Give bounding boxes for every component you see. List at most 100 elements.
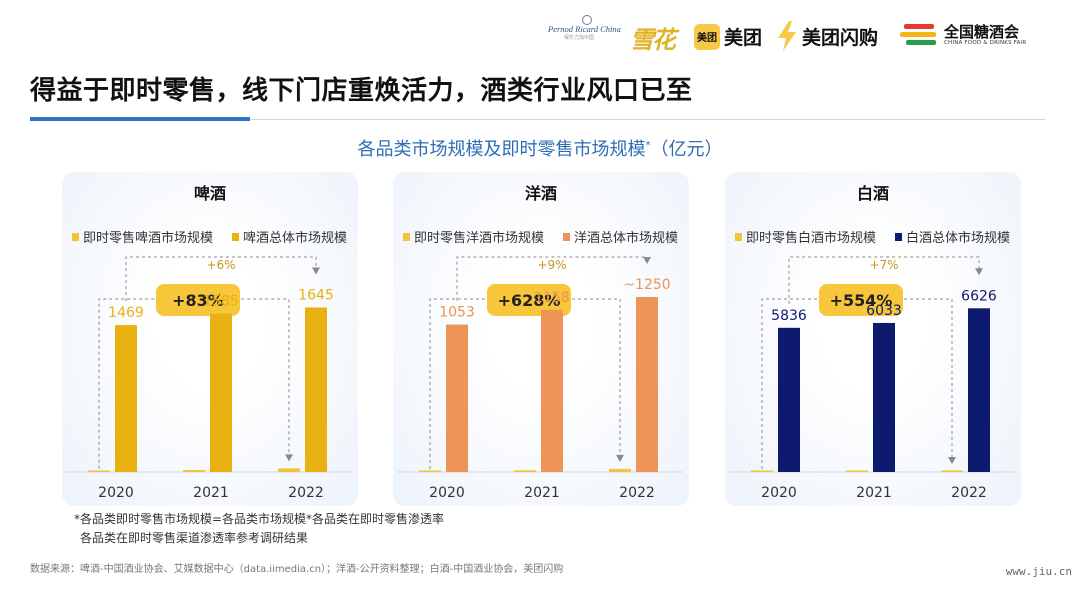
bar-total-2021 — [541, 309, 563, 472]
meituan-shangou-logo: 美团闪购 — [776, 21, 878, 51]
pernod-ricard-logo: Pernod Ricard China 保乐力加中国 — [548, 15, 626, 41]
subtitle-unit: （亿元） — [650, 139, 723, 160]
xuehua-logo: 雪花 — [630, 25, 676, 54]
meituan-logo-text: 美团 — [724, 27, 763, 49]
title-divider — [30, 119, 1045, 120]
bar-instant-2020 — [419, 470, 441, 472]
tangjiu-fair-logo: 全国糖酒会 CHINA FOOD & DRINKS FAIR — [900, 22, 1026, 48]
growth-total-label: +7% — [869, 258, 898, 272]
growth-badge-instant — [819, 284, 903, 316]
bar-total-2020 — [446, 324, 468, 472]
bar-value-label-2021: 1158 — [534, 290, 570, 306]
footnote-penetration: 各品类在即时零售渠道渗透率参考调研结果 — [80, 531, 309, 545]
legend-label-instant: 即时零售白酒市场规模 — [746, 230, 876, 246]
legend-label-total: 洋酒总体市场规模 — [574, 230, 678, 246]
data-source: 数据来源：啤酒-中国酒业协会、艾媒数据中心（data.iimedia.cn）；洋… — [30, 564, 564, 575]
bar-total-2022 — [968, 308, 990, 472]
legend-swatch-instant — [72, 233, 79, 241]
bar-instant-2022 — [941, 470, 963, 472]
partner-logos: Pernod Ricard China 保乐力加中国 雪花 美团 美团 美团闪购… — [548, 15, 1048, 54]
bar-value-label-2020: 5836 — [771, 308, 807, 324]
bar-value-label-2022: ~1250 — [623, 277, 670, 293]
legend-label-total: 白酒总体市场规模 — [906, 230, 1010, 246]
growth-arrow-total — [643, 257, 651, 264]
growth-arrow-instant — [948, 457, 956, 464]
bar-value-label-2021: 1585 — [203, 294, 239, 310]
x-tick-label-2022: 2022 — [951, 485, 987, 501]
footnote-formula: *各品类即时零售市场规模=各品类市场规模*各品类在即时零售渗透率 — [74, 512, 445, 526]
pernod-logo-subtext: 保乐力加中国 — [564, 35, 595, 41]
bar-total-2021 — [873, 322, 895, 472]
panel-title: 洋酒 — [525, 184, 557, 203]
growth-total-label: +6% — [206, 258, 235, 272]
legend-label-total: 啤酒总体市场规模 — [243, 230, 347, 246]
x-tick-label-2021: 2021 — [524, 485, 560, 501]
watermark: www.jiu.cn — [1005, 565, 1072, 578]
bar-total-2021 — [210, 313, 232, 472]
bar-total-2020 — [778, 327, 800, 472]
chart-subtitle: 各品类市场规模及即时零售市场规模*（亿元） — [0, 135, 1080, 161]
legend-swatch-instant — [403, 233, 410, 241]
legend-label-instant: 即时零售啤酒市场规模 — [83, 230, 213, 246]
panel-spirits: 洋酒即时零售洋酒市场规模 洋酒总体市场规模 +9% +628% 1053 2020 1158… — [393, 172, 689, 506]
growth-arrow-total — [975, 268, 983, 276]
lightning-bolt-icon — [778, 21, 796, 51]
panel-title: 白酒 — [857, 184, 889, 203]
bar-instant-2021 — [514, 470, 536, 472]
growth-total-label: +9% — [537, 258, 566, 272]
legend-swatch-instant — [735, 233, 742, 241]
bar-instant-2020 — [751, 470, 773, 472]
title-accent-bar — [30, 117, 250, 121]
growth-instant-label: +83% — [172, 291, 224, 310]
bar-total-2022 — [305, 307, 327, 472]
x-tick-label-2022: 2022 — [619, 485, 655, 501]
x-tick-label-2021: 2021 — [856, 485, 892, 501]
bar-total-2022 — [636, 297, 658, 472]
bar-value-label-2022: 6626 — [961, 288, 997, 304]
growth-arrow-total — [312, 267, 320, 275]
growth-badge-instant — [487, 284, 571, 316]
bar-total-2020 — [115, 325, 137, 472]
fair-stripes-icon — [900, 24, 936, 45]
x-tick-label-2020: 2020 — [761, 485, 797, 501]
legend-label-instant: 即时零售洋酒市场规模 — [414, 230, 544, 246]
growth-arrow-instant — [616, 454, 624, 462]
subtitle-star: * — [645, 140, 651, 151]
bar-instant-2022 — [278, 468, 300, 472]
page-title: 得益于即时零售，线下门店重焕活力，酒类行业风口已至 — [30, 76, 693, 106]
growth-instant-label: +628% — [498, 291, 561, 310]
meituan-box-icon: 美团 — [694, 23, 720, 50]
x-tick-label-2021: 2021 — [193, 485, 229, 501]
legend-swatch-total — [895, 233, 902, 241]
growth-badge-instant — [156, 284, 240, 316]
pernod-star-icon — [582, 15, 592, 25]
bar-instant-2020 — [88, 470, 110, 472]
meituan-logo: 美团 美团 — [694, 23, 762, 50]
tangjiu-logo-subtext: CHINA FOOD & DRINKS FAIR — [944, 40, 1027, 46]
panel-title: 啤酒 — [194, 184, 226, 203]
growth-bracket-total — [125, 256, 317, 302]
shangou-logo-text: 美团闪购 — [802, 26, 879, 49]
x-tick-label-2022: 2022 — [288, 485, 324, 501]
bar-value-label-2021: 6033 — [866, 303, 902, 319]
bar-value-label-2020: 1469 — [108, 305, 144, 321]
legend-swatch-total — [563, 233, 570, 241]
pernod-logo-text: Pernod Ricard China — [548, 24, 621, 34]
bar-instant-2021 — [183, 470, 205, 472]
tangjiu-logo-text: 全国糖酒会 — [944, 23, 1020, 41]
bar-instant-2021 — [846, 470, 868, 472]
growth-instant-label: +554% — [830, 291, 893, 310]
subtitle-text: 各品类市场规模及即时零售市场规模 — [357, 139, 646, 160]
bar-value-label-2022: 1645 — [298, 288, 334, 304]
legend-swatch-total — [232, 233, 239, 241]
bar-instant-2022 — [609, 468, 631, 472]
x-tick-label-2020: 2020 — [98, 485, 134, 501]
panel-baijiu: 白酒即时零售白酒市场规模 白酒总体市场规模 +7% +554% 5836 2020 6033… — [725, 172, 1021, 506]
bar-value-label-2020: 1053 — [439, 305, 475, 321]
panel-beer: 啤酒即时零售啤酒市场规模 啤酒总体市场规模 +6% +83% 1469 2020 1585 2… — [62, 172, 358, 506]
x-tick-label-2020: 2020 — [429, 485, 465, 501]
growth-arrow-instant — [285, 454, 293, 462]
